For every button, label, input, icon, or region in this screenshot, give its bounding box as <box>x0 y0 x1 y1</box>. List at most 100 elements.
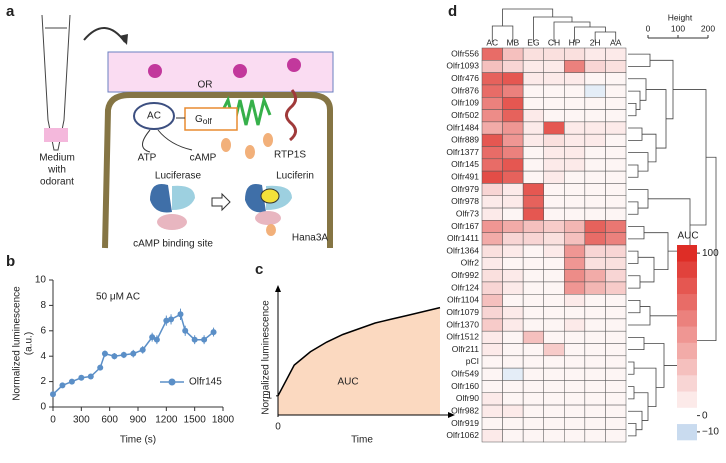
heatmap-cell <box>502 60 524 73</box>
heatmap-cell <box>543 133 565 147</box>
heatmap-cell <box>605 146 627 160</box>
heatmap-cell <box>605 367 627 381</box>
dendrogram <box>628 226 645 240</box>
heatmap-cell <box>584 207 606 221</box>
heatmap-cell <box>522 146 544 160</box>
heatmap-cell <box>502 281 524 295</box>
row-label: Olfr889 <box>451 135 479 145</box>
marker <box>149 334 156 341</box>
heatmap-cell <box>481 47 503 61</box>
odorant <box>233 64 247 78</box>
binding-site <box>157 214 187 230</box>
row-label: Olfr978 <box>451 196 479 206</box>
dendrogram <box>628 275 641 289</box>
golf <box>184 107 238 131</box>
dendrogram <box>634 367 657 408</box>
heatmap-cell <box>481 330 503 344</box>
dendrogram <box>628 410 643 431</box>
dendrogram <box>628 103 637 117</box>
dendrogram <box>648 198 691 252</box>
heatmap-cell <box>605 207 627 221</box>
heatmap-cell <box>543 121 565 135</box>
heatmap-cell <box>543 306 565 320</box>
heatmap-cell <box>522 133 544 147</box>
camp <box>266 224 276 236</box>
row-label: Olfr502 <box>451 110 479 120</box>
heatmap-cell <box>481 380 503 393</box>
marker <box>130 350 137 357</box>
x-axis-label: Time (s) <box>120 435 156 446</box>
heatmap-cell <box>584 121 606 135</box>
row-label: Olfr1512 <box>446 332 479 342</box>
colorbar-band <box>677 391 697 408</box>
marker <box>163 317 170 324</box>
x-tick-label: 0 <box>50 415 56 426</box>
x-axis-label: Time <box>351 435 373 446</box>
heatmap-cell <box>543 318 565 332</box>
heatmap-cell <box>502 380 524 393</box>
row-label: Olfr90 <box>456 393 479 403</box>
heatmap-cell <box>564 232 586 246</box>
heatmap-cell <box>502 121 524 135</box>
label: Medium <box>39 153 75 164</box>
heatmap-cell <box>564 97 586 110</box>
heatmap-cell <box>584 306 606 320</box>
camp <box>245 145 255 159</box>
heatmap-cell <box>481 367 503 381</box>
heatmap-cell <box>605 133 627 147</box>
heatmap-cell <box>522 220 544 233</box>
colorbar-band <box>677 293 697 311</box>
dendrogram <box>628 164 639 178</box>
heatmap-cell <box>522 294 544 307</box>
panel-label: d <box>448 3 457 20</box>
colorbar-tick-label: −10 <box>702 427 719 438</box>
ac <box>133 102 175 130</box>
heatmap-cell <box>522 318 544 332</box>
heatmap-cell <box>605 355 627 369</box>
column-label: EG <box>527 37 539 47</box>
y-tick-label: 2 <box>40 376 46 387</box>
heatmap-cell <box>564 146 586 160</box>
tick-label: 200 <box>701 23 715 33</box>
heatmap-cell <box>605 429 627 443</box>
label: Luciferin <box>276 171 314 182</box>
heatmap-cell <box>522 170 544 184</box>
colorbar-band <box>677 407 697 425</box>
label: G <box>195 114 203 125</box>
row-label: Olfr556 <box>451 48 479 58</box>
heatmap-cell <box>522 392 544 406</box>
chart-title: 50 μM AC <box>96 292 140 303</box>
heatmap-cell <box>502 170 524 184</box>
heatmap-cell <box>481 306 503 320</box>
heatmap-cell <box>564 306 586 320</box>
heatmap-cell <box>584 318 606 332</box>
heatmap-cell <box>481 84 503 98</box>
heatmap-cell <box>502 429 524 443</box>
heatmap-cell <box>564 367 586 381</box>
marker <box>182 327 189 334</box>
heatmap-cell <box>543 146 565 160</box>
colorbar-band <box>677 326 697 343</box>
marker <box>201 336 208 343</box>
heatmap-cell <box>543 281 565 295</box>
heatmap-cell <box>481 220 503 233</box>
label: with <box>47 165 66 176</box>
heatmap-cell <box>502 392 524 406</box>
row-label: Olfr1364 <box>446 245 479 255</box>
heatmap-cell <box>481 121 503 135</box>
heatmap-cell <box>543 97 565 110</box>
dendrogram <box>628 423 637 437</box>
heatmap-cell <box>605 392 627 406</box>
x-tick-label: 600 <box>101 415 118 426</box>
heatmap-cell <box>522 232 544 246</box>
dendrogram <box>628 300 641 314</box>
heatmap-cell <box>522 355 544 369</box>
row-label: Olfr1079 <box>446 307 479 317</box>
heatmap-cell <box>481 195 503 209</box>
heatmap-cell <box>564 380 586 393</box>
pipette <box>41 14 71 151</box>
axis-arrow <box>448 412 455 418</box>
marker <box>191 336 198 343</box>
heatmap-cell <box>522 84 544 98</box>
row-label: Olfr124 <box>451 282 479 292</box>
